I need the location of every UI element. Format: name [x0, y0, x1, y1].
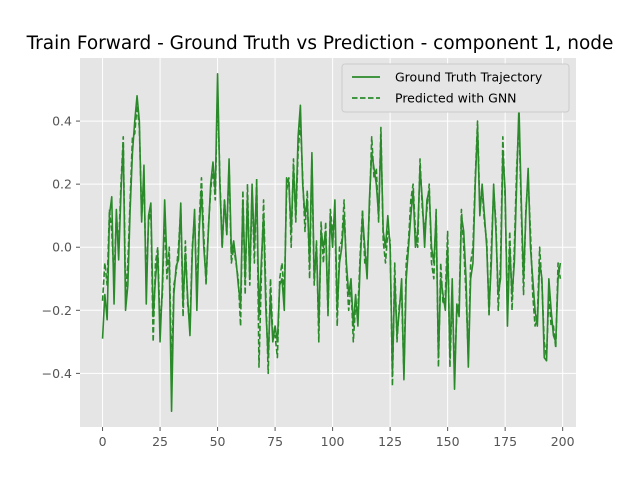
- chart-legend: Ground Truth Trajectory Predicted with GN…: [341, 63, 570, 113]
- x-tick-label: 200: [551, 434, 575, 449]
- y-tick-label: −0.4: [42, 366, 72, 381]
- x-tick-label: 150: [436, 434, 460, 449]
- plot-area: 0 25 50 75 100 125 150 175 200 −0.4 −0.2 0.0 0.2 0.4: [42, 58, 576, 449]
- legend-label: Ground Truth Trajectory: [395, 70, 543, 85]
- x-tick-label: 0: [99, 434, 107, 449]
- ground-truth-series-line: [101, 72, 562, 413]
- x-tick-label: 125: [378, 434, 402, 449]
- chart-title: Train Forward - Ground Truth vs Predicti…: [26, 33, 614, 54]
- x-tick-label: 100: [321, 434, 345, 449]
- y-tick-label: 0.0: [52, 240, 72, 255]
- legend-box: [341, 63, 570, 113]
- x-tick-label: 175: [493, 434, 517, 449]
- y-tick-label: 0.2: [52, 177, 72, 192]
- x-tick-label: 25: [152, 434, 168, 449]
- plot-background: [80, 58, 576, 427]
- y-tick-label: −0.2: [42, 303, 72, 318]
- x-tick-label: 50: [210, 434, 226, 449]
- y-tick-label: 0.4: [52, 114, 72, 129]
- legend-label: Predicted with GNN: [395, 91, 517, 106]
- x-tick-label: 75: [267, 434, 283, 449]
